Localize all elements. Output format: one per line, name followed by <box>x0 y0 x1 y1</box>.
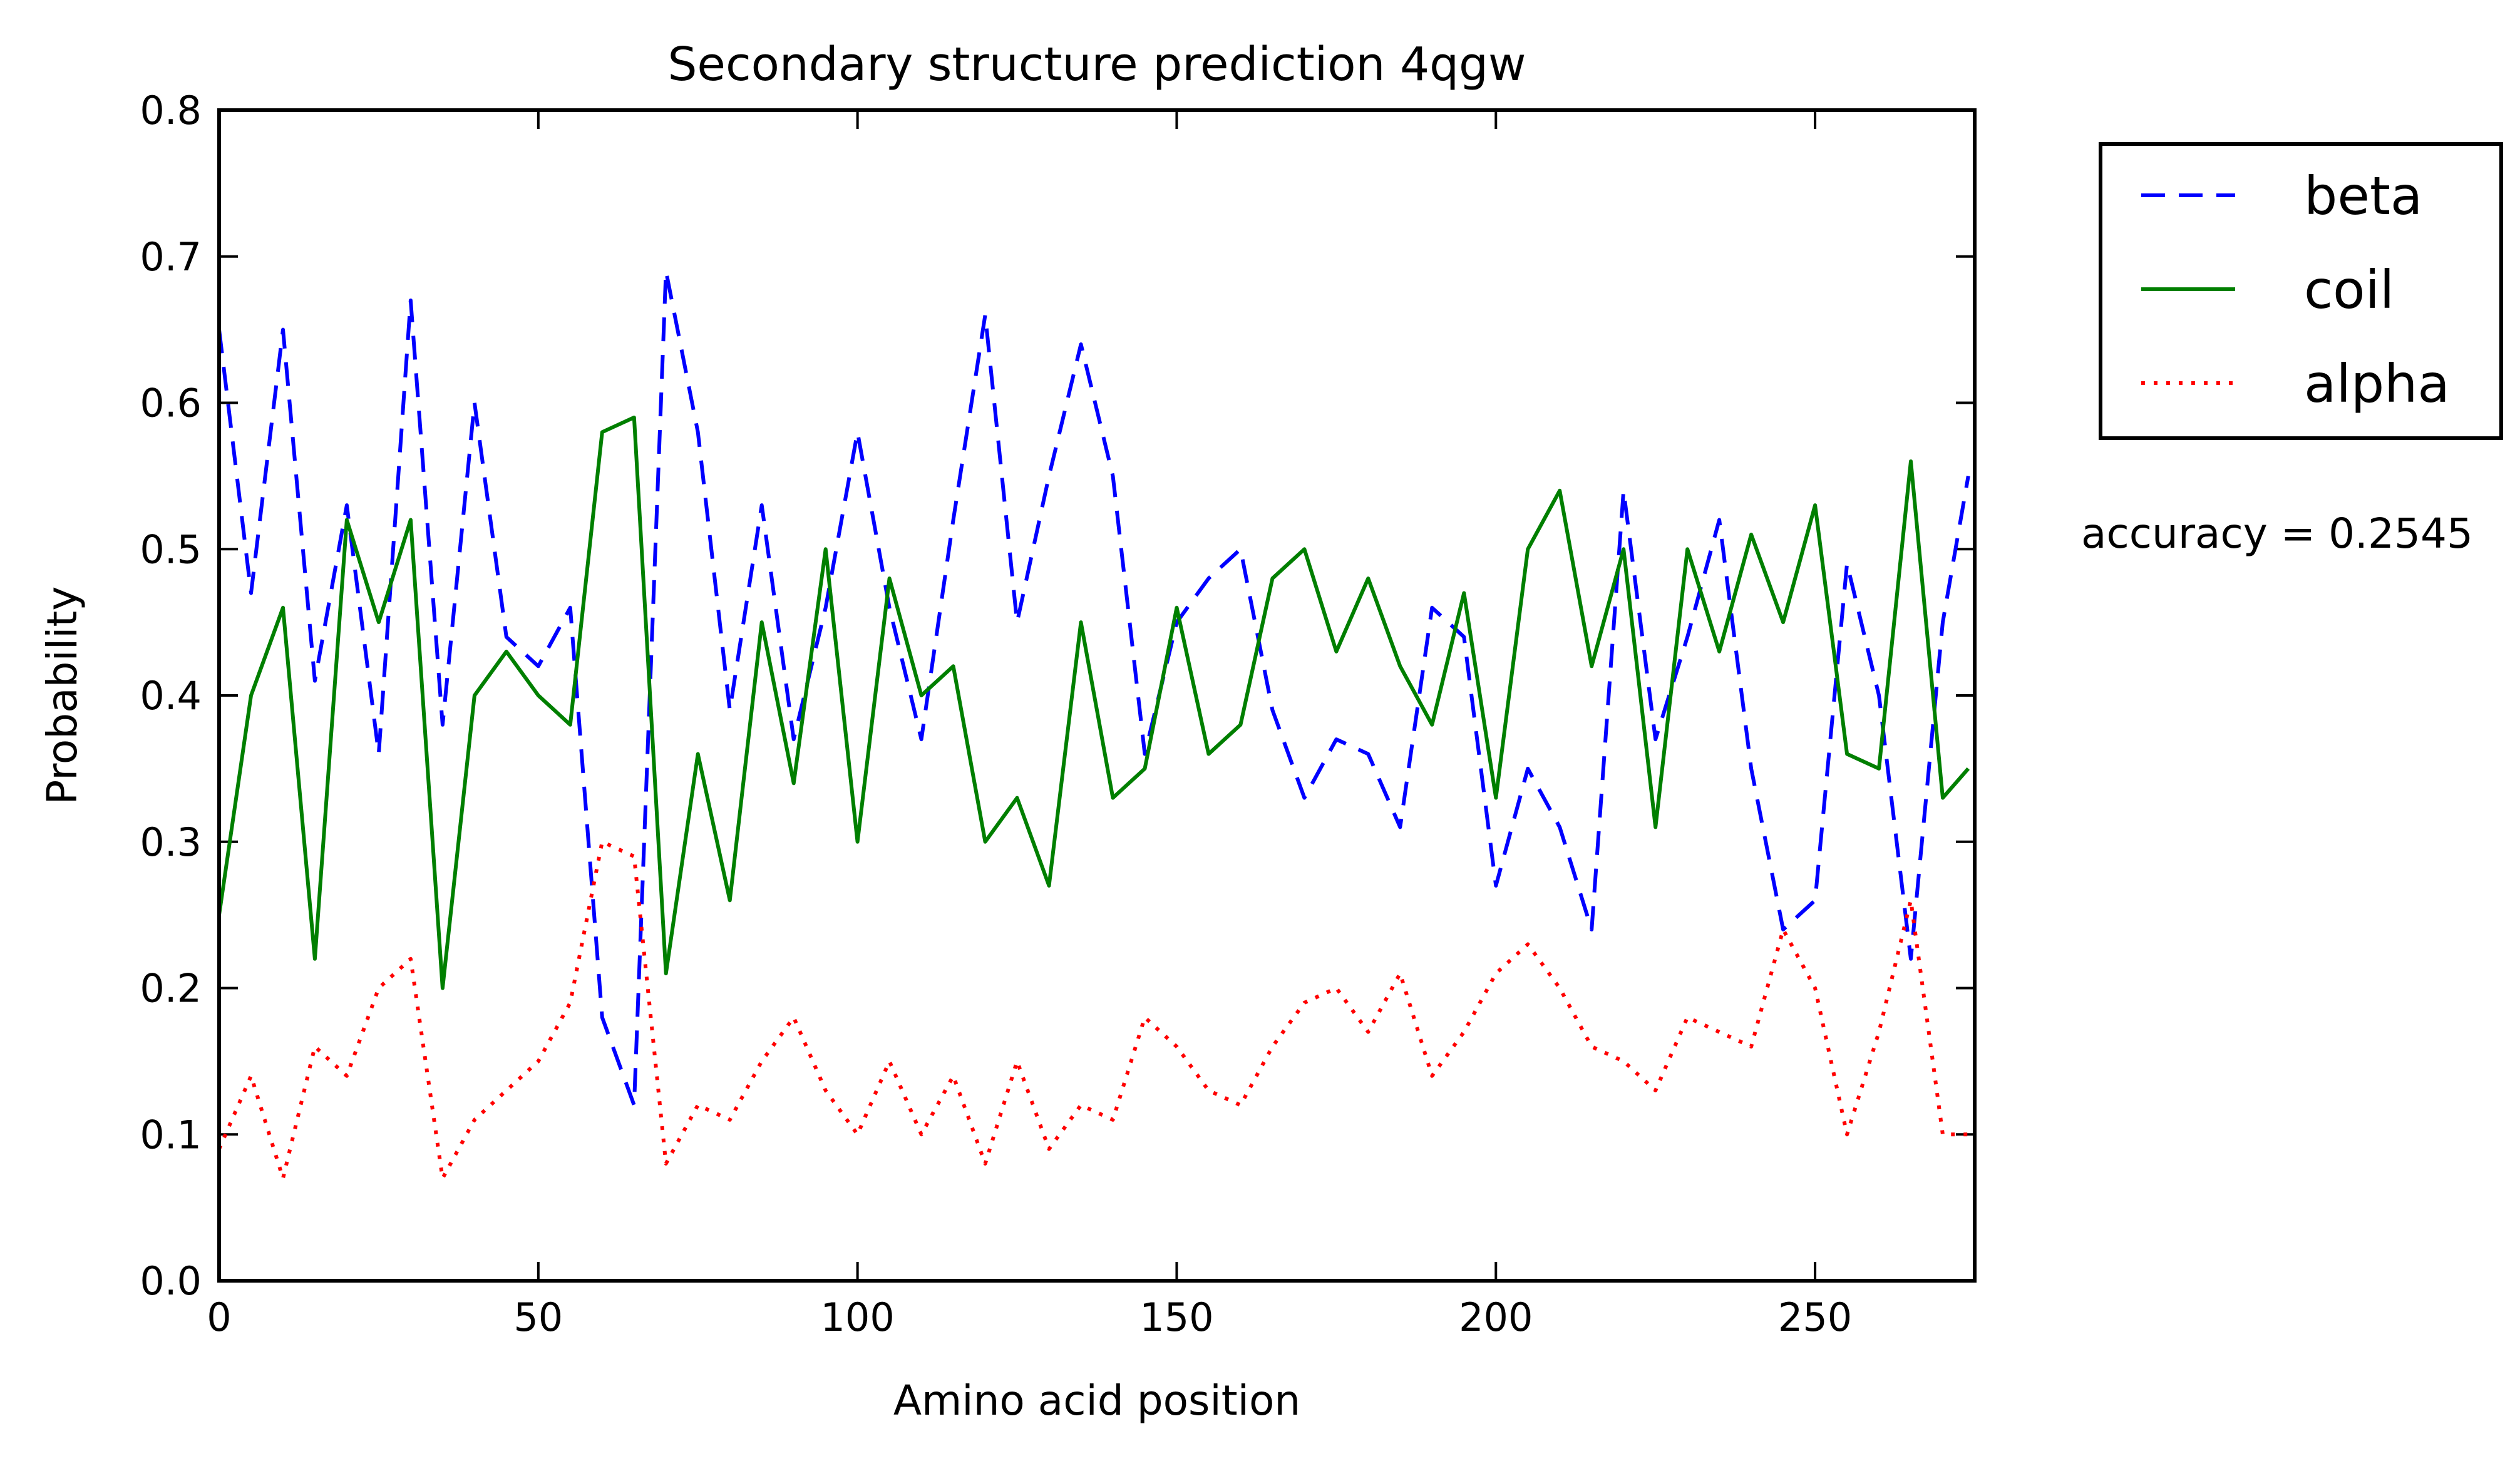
x-tick-label: 100 <box>820 1294 894 1340</box>
legend-label-alpha: alpha <box>2304 353 2450 414</box>
y-tick-label: 0.0 <box>140 1258 202 1304</box>
y-tick-label: 0.6 <box>140 381 202 426</box>
x-tick-label: 250 <box>1778 1294 1852 1340</box>
x-tick-label: 150 <box>1139 1294 1213 1340</box>
accuracy-annotation: accuracy = 0.2545 <box>2081 510 2473 558</box>
x-tick-label: 200 <box>1459 1294 1533 1340</box>
y-tick-label: 0.3 <box>140 819 202 865</box>
legend-label-beta: beta <box>2304 165 2422 227</box>
x-tick-label: 50 <box>513 1294 563 1340</box>
plot-frame <box>217 108 1977 1283</box>
series-line-coil <box>217 415 1970 990</box>
y-axis: 0.0 0.1 0.2 0.3 0.4 0.5 0.6 0.7 0.8 <box>140 88 1975 1304</box>
x-tick-label: 0 <box>207 1294 231 1340</box>
legend-label-coil: coil <box>2304 259 2394 320</box>
y-tick-label: 0.1 <box>140 1112 202 1157</box>
legend: beta coil alpha <box>2099 142 2503 440</box>
y-tick-label: 0.5 <box>140 526 202 572</box>
y-tick-label: 0.4 <box>140 673 202 719</box>
plot-series <box>217 269 1970 1181</box>
y-tick-label: 0.7 <box>140 234 202 280</box>
y-tick-label: 0.8 <box>140 88 202 133</box>
x-axis: 0 50 100 150 200 250 <box>207 110 1852 1340</box>
y-tick-label: 0.2 <box>140 966 202 1012</box>
series-line-alpha <box>217 839 1968 1181</box>
x-axis-label: Amino acid position <box>893 1376 1300 1425</box>
y-axis-label: Probability <box>38 587 86 805</box>
series-line-beta <box>217 269 1970 1107</box>
chart-title: Secondary structure prediction 4qgw <box>667 38 1526 91</box>
